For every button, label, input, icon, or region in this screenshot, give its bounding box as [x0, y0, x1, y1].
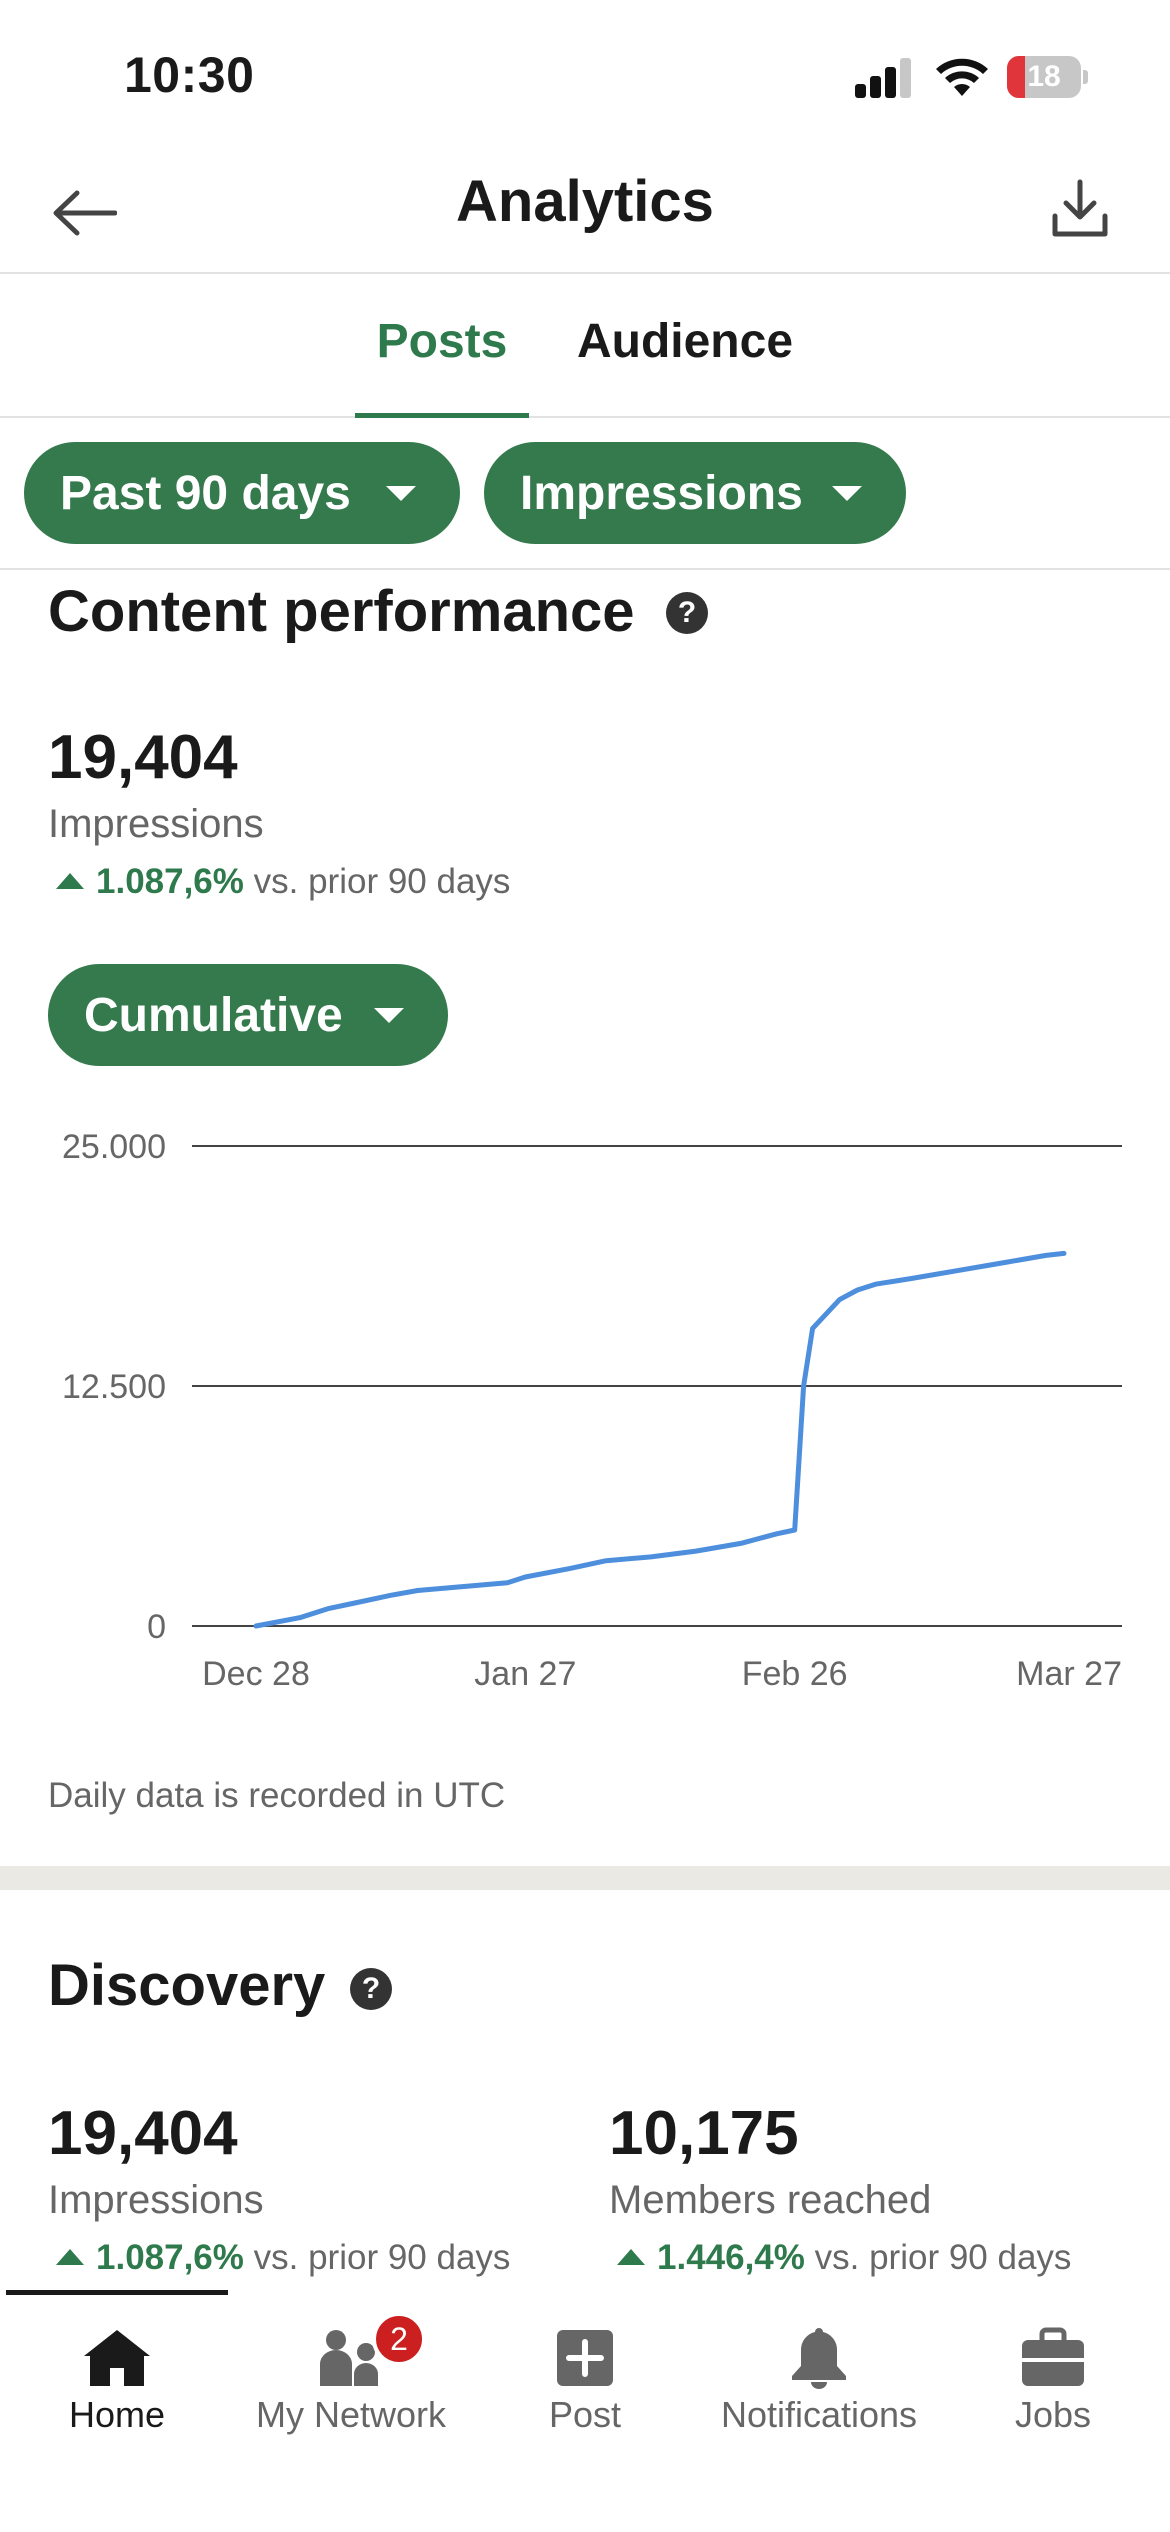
impressions-chart-svg: 0 12.500 25.000 Dec 28 Jan 27 Feb 26 Mar 27	[62, 1128, 1122, 1693]
discovery-impressions-value: 19,404	[48, 2099, 238, 2168]
metric-dropdown[interactable]: Impressions	[484, 442, 906, 544]
chart-y-tick-label: 0	[147, 1608, 166, 1646]
caret-down-icon	[374, 1008, 404, 1023]
chart-y-tick-label: 25.000	[62, 1128, 166, 1166]
tab-active-indicator	[355, 413, 529, 418]
caret-down-icon	[386, 486, 416, 501]
status-time: 10:30	[124, 47, 255, 103]
tab-posts[interactable]: Posts	[376, 315, 508, 368]
briefcase-icon	[1022, 2327, 1084, 2386]
change-percent: 1.087,6%	[96, 2238, 244, 2277]
help-icon[interactable]: ?	[666, 592, 708, 634]
view-mode-label: Cumulative	[84, 988, 343, 1042]
impressions-total: 19,404	[48, 723, 238, 792]
post-plus-icon	[557, 2330, 613, 2386]
nav-jobs-label: Jobs	[1014, 2394, 1092, 2435]
change-percent: 1.446,4%	[657, 2238, 805, 2277]
back-button[interactable]	[46, 178, 122, 248]
network-icon	[320, 2330, 378, 2386]
trend-up-icon	[56, 873, 84, 889]
members-reached-value: 10,175	[609, 2099, 799, 2168]
status-bar: 10:30 18	[0, 0, 1170, 150]
view-mode-dropdown[interactable]: Cumulative	[48, 964, 448, 1066]
tab-audience[interactable]: Audience	[576, 315, 794, 368]
change-suffix: vs. prior 90 days	[253, 862, 511, 901]
bottom-nav: Home 2 My Network Post Notifications	[0, 2290, 1170, 2532]
chart-series-line	[253, 1250, 1067, 1629]
nav-home[interactable]: Home	[0, 2290, 234, 2440]
tab-bar: Posts Audience	[0, 274, 1170, 418]
date-range-label: Past 90 days	[60, 466, 351, 520]
wifi-icon	[934, 54, 990, 98]
chart-note: Daily data is recorded in UTC	[48, 1776, 506, 1815]
trend-up-icon	[617, 2249, 645, 2265]
section-divider	[0, 1866, 1170, 1890]
content-performance-title: Content performance	[48, 579, 635, 644]
nav-notifications[interactable]: Notifications	[702, 2290, 936, 2440]
members-reached-change: 1.446,4% vs. prior 90 days	[617, 2238, 1071, 2278]
nav-my-network[interactable]: 2 My Network	[234, 2290, 468, 2440]
page-title: Analytics	[456, 169, 714, 234]
help-icon[interactable]: ?	[350, 1968, 392, 2010]
trend-up-icon	[56, 2249, 84, 2265]
chart-y-tick-label: 12.500	[62, 1368, 166, 1406]
nav-active-indicator	[6, 2290, 228, 2295]
nav-jobs[interactable]: Jobs	[936, 2290, 1170, 2440]
discovery-title: Discovery	[48, 1953, 326, 2018]
home-icon	[84, 2330, 150, 2386]
chart-x-tick-label: Mar 27	[1016, 1655, 1122, 1693]
bell-icon	[792, 2328, 846, 2389]
nav-post-label: Post	[548, 2394, 622, 2435]
chart-x-tick-label: Feb 26	[742, 1655, 848, 1693]
change-suffix: vs. prior 90 days	[814, 2238, 1072, 2277]
back-arrow-icon	[53, 190, 117, 236]
members-reached-label: Members reached	[609, 2178, 932, 2222]
notification-badge: 2	[372, 2312, 426, 2366]
nav-post[interactable]: Post	[468, 2290, 702, 2440]
filter-bar: Past 90 days Impressions	[0, 418, 1170, 570]
date-range-dropdown[interactable]: Past 90 days	[24, 442, 460, 544]
change-suffix: vs. prior 90 days	[253, 2238, 511, 2277]
nav-notifications-label: Notifications	[720, 2394, 918, 2435]
impressions-chart: 0 12.500 25.000 Dec 28 Jan 27 Feb 26 Mar 27	[0, 1110, 1170, 1710]
download-icon	[1052, 179, 1108, 237]
signal-icon	[855, 58, 913, 98]
chart-x-tick-label: Dec 28	[202, 1655, 310, 1693]
discovery-impressions-label: Impressions	[48, 2178, 264, 2222]
app-header: Analytics	[0, 150, 1170, 274]
impressions-change: 1.087,6% vs. prior 90 days	[56, 862, 510, 902]
battery-level: 18	[1027, 60, 1061, 93]
nav-home-label: Home	[68, 2394, 166, 2435]
change-percent: 1.087,6%	[96, 862, 244, 901]
nav-my-network-label: My Network	[255, 2394, 447, 2435]
chart-x-tick-label: Jan 27	[474, 1655, 576, 1693]
caret-down-icon	[832, 486, 862, 501]
discovery-impressions-change: 1.087,6% vs. prior 90 days	[56, 2238, 510, 2278]
download-button[interactable]	[1046, 172, 1114, 246]
battery-icon: 18	[1007, 56, 1088, 98]
impressions-label: Impressions	[48, 802, 264, 846]
metric-label: Impressions	[520, 466, 803, 520]
